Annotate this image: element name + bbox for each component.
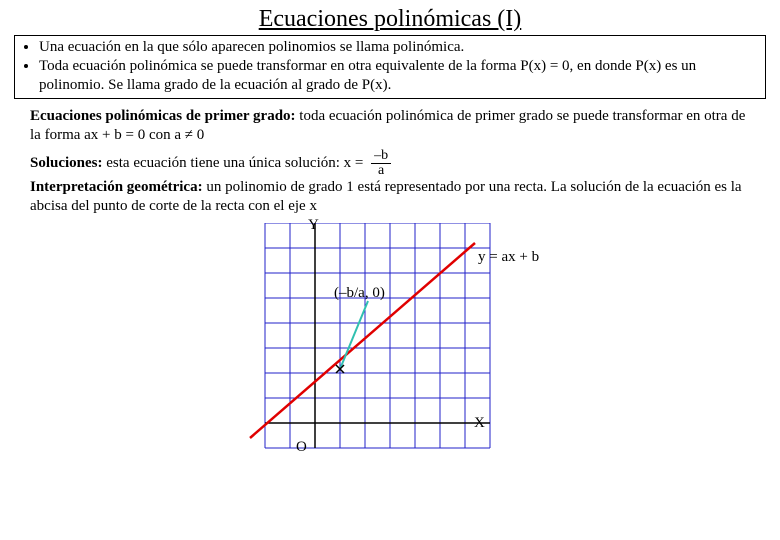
content-section: Ecuaciones polinómicas de primer grado: … <box>30 107 750 215</box>
chart-label-X: X <box>474 415 485 432</box>
text-solutions: esta ecuación tiene una única solución: … <box>103 155 368 171</box>
intro-box: Una ecuación en la que sólo aparecen pol… <box>14 35 766 99</box>
intro-bullet-2: Toda ecuación polinómica se puede transf… <box>39 57 759 95</box>
heading-solutions: Soluciones: <box>30 155 103 171</box>
heading-first-degree: Ecuaciones polinómicas de primer grado: <box>30 108 296 124</box>
linear-chart: Yy = ax + b(–b/a, 0)XO <box>240 223 540 453</box>
heading-geometric: Interpretación geométrica: <box>30 179 203 195</box>
chart-label-point: (–b/a, 0) <box>334 285 385 302</box>
fraction-num: –b <box>371 149 391 164</box>
page-title: Ecuaciones polinómicas (I) <box>0 0 780 33</box>
chart-label-O: O <box>296 439 307 456</box>
intro-bullet-1: Una ecuación en la que sólo aparecen pol… <box>39 38 759 57</box>
chart-label-Y: Y <box>308 217 319 234</box>
fraction: –ba <box>371 149 391 178</box>
fraction-den: a <box>371 164 391 178</box>
chart-label-eq: y = ax + b <box>478 249 539 266</box>
